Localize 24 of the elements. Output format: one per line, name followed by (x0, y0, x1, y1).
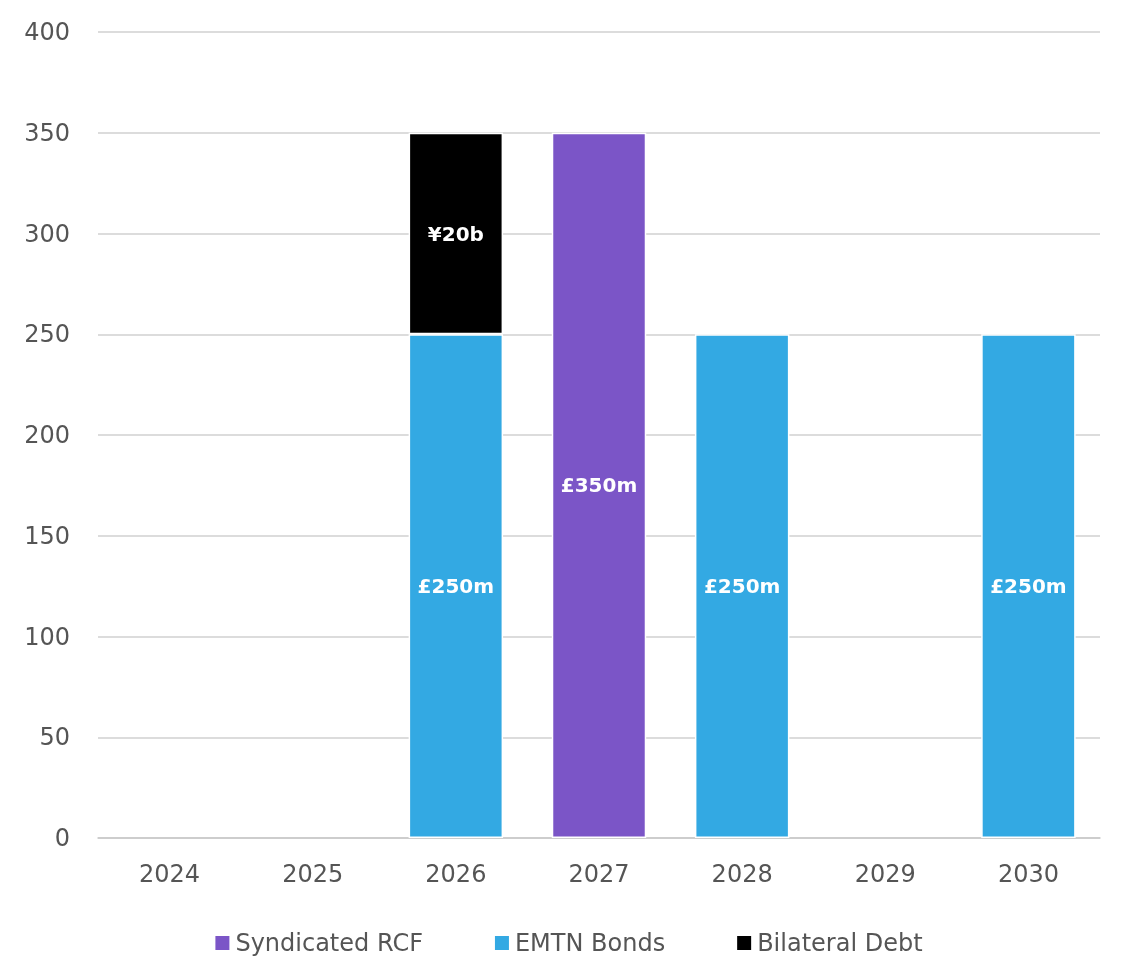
legend-label: EMTN Bonds (514, 929, 666, 957)
x-tick-label: 2024 (139, 860, 201, 888)
x-tick-label: 2028 (711, 860, 773, 888)
data-label: £250m (417, 574, 495, 599)
y-tick-label: 350 (24, 118, 70, 147)
y-tick-label: 0 (54, 824, 70, 852)
y-tick-label: 150 (24, 521, 70, 550)
y-tick-label: 300 (24, 219, 70, 248)
x-tick-label: 2030 (997, 860, 1059, 888)
legend-label: Bilateral Debt (757, 929, 923, 957)
y-tick-label: 200 (24, 421, 70, 449)
x-tick-label: 2029 (854, 860, 916, 888)
y-tick-label: 400 (24, 18, 70, 46)
y-tick-label: 250 (24, 320, 70, 349)
data-label: £250m (703, 574, 781, 599)
y-tick-label: 50 (39, 723, 70, 752)
data-label: £350m (560, 473, 638, 498)
annotation: ¥20b (427, 221, 484, 246)
data-label: £250m (990, 574, 1067, 599)
x-tick-label: 2027 (568, 860, 630, 888)
y-tick-label: 100 (24, 622, 70, 651)
x-tick-label: 2025 (282, 860, 344, 888)
x-tick-label: 2026 (425, 860, 487, 888)
legend-label: Syndicated RCF (235, 929, 423, 957)
